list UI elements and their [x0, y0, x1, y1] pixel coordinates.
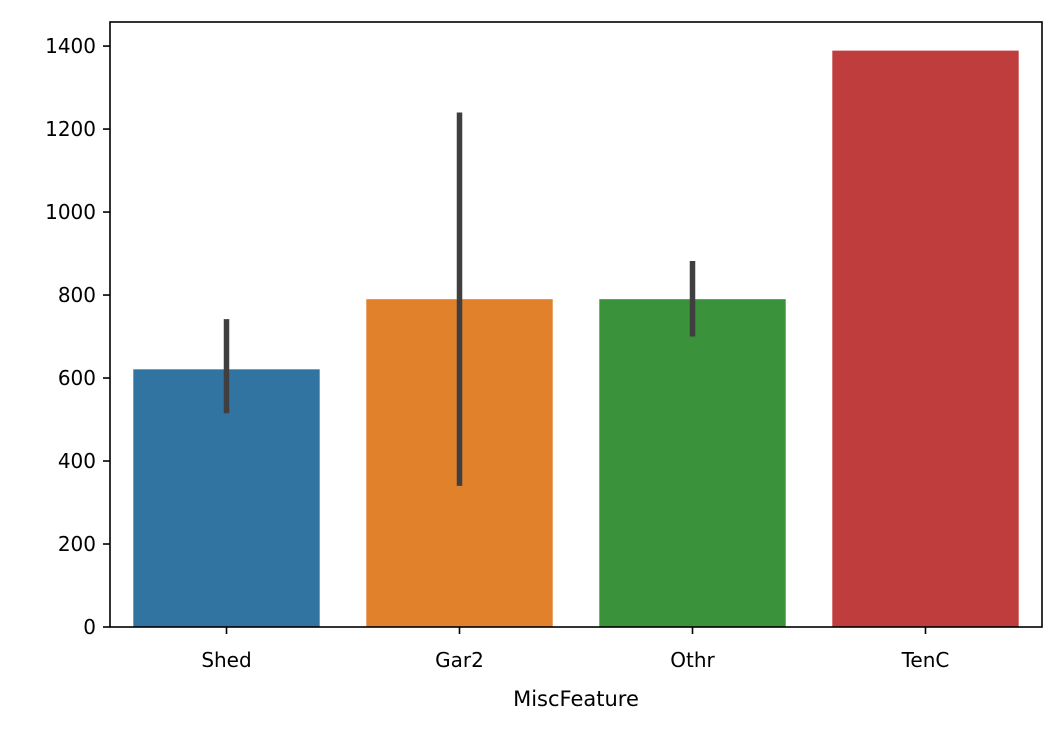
y-tick-label-1200: 1200 — [45, 117, 96, 141]
bar-othr — [599, 299, 786, 627]
x-tick-label-othr: Othr — [670, 648, 715, 672]
y-tick-label-400: 400 — [58, 449, 96, 473]
plot-frame — [109, 21, 1043, 628]
y-tick-label-1400: 1400 — [45, 34, 96, 58]
error-bars-group — [223, 112, 696, 486]
y-axis: 0 200 400 600 800 1000 1200 1400 — [45, 34, 110, 639]
y-tick-label-800: 800 — [58, 283, 96, 307]
x-tick-label-tenc: TenC — [901, 648, 950, 672]
x-axis-label: MiscFeature — [513, 687, 639, 711]
y-tick-label-600: 600 — [58, 366, 96, 390]
bars-group — [133, 50, 1019, 627]
y-tick-label-0: 0 — [83, 615, 96, 639]
y-tick-label-1000: 1000 — [45, 200, 96, 224]
y-tick-label-200: 200 — [58, 532, 96, 556]
bar-tenc — [832, 50, 1019, 627]
x-tick-label-gar2: Gar2 — [435, 648, 484, 672]
x-tick-label-shed: Shed — [201, 648, 251, 672]
x-axis: Shed Gar2 Othr TenC — [201, 627, 949, 672]
